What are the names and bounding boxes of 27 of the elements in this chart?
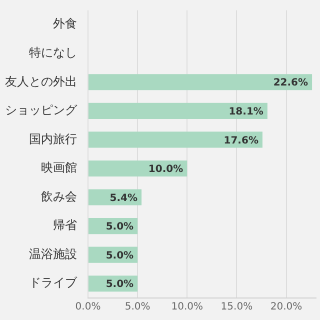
data-label: 22.6% xyxy=(273,78,308,89)
y-tick-label: 温浴施設 xyxy=(29,246,77,261)
data-label: 5.4% xyxy=(110,192,138,204)
x-tick-label: 20.0% xyxy=(270,302,302,313)
y-tick-label: ショッピング xyxy=(5,103,78,118)
y-tick-label: 映画館 xyxy=(41,160,77,175)
y-tick-label: 帰省 xyxy=(53,218,77,232)
x-tick-label: 5.0% xyxy=(124,302,150,313)
y-tick-label: ドライブ xyxy=(29,276,78,290)
x-tick-label: 0.0% xyxy=(75,302,101,313)
y-tick-label: 飲み会 xyxy=(41,189,77,204)
y-tick-label: 友人との外出 xyxy=(5,74,77,88)
data-label: 17.6% xyxy=(224,135,258,146)
bar xyxy=(88,102,268,119)
y-tick-label: 国内旅行 xyxy=(29,132,77,146)
x-tick-label: 15.0% xyxy=(220,302,253,313)
x-tick-label: 10.0% xyxy=(171,302,204,313)
data-label: 5.0% xyxy=(106,250,134,262)
y-tick-label: 特になし xyxy=(29,45,77,60)
bar xyxy=(88,74,312,90)
y-tick-label: 外食 xyxy=(53,16,77,31)
data-label: 5.0% xyxy=(106,222,134,233)
data-label: 10.0% xyxy=(148,164,184,176)
bar xyxy=(88,132,262,148)
bar xyxy=(88,160,188,177)
data-label: 5.0% xyxy=(106,279,134,290)
data-label: 18.1% xyxy=(228,106,264,118)
